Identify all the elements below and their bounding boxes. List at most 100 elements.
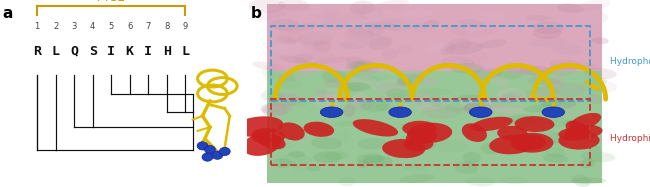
Ellipse shape xyxy=(587,94,603,104)
Ellipse shape xyxy=(372,79,410,93)
Ellipse shape xyxy=(564,125,603,139)
Ellipse shape xyxy=(591,77,607,85)
Ellipse shape xyxy=(360,99,390,112)
Ellipse shape xyxy=(271,65,304,73)
Ellipse shape xyxy=(480,142,503,154)
Ellipse shape xyxy=(285,26,304,33)
Ellipse shape xyxy=(560,120,575,126)
Ellipse shape xyxy=(450,24,468,37)
Ellipse shape xyxy=(542,62,563,76)
Ellipse shape xyxy=(534,131,562,141)
Ellipse shape xyxy=(309,121,328,132)
Ellipse shape xyxy=(346,56,367,69)
Ellipse shape xyxy=(279,56,309,64)
Ellipse shape xyxy=(278,79,304,89)
Ellipse shape xyxy=(376,157,393,163)
Ellipse shape xyxy=(587,145,601,152)
Ellipse shape xyxy=(252,128,285,145)
Ellipse shape xyxy=(465,177,495,186)
Ellipse shape xyxy=(278,69,315,80)
Ellipse shape xyxy=(353,119,398,137)
Ellipse shape xyxy=(572,175,590,187)
Ellipse shape xyxy=(558,131,600,150)
Text: H: H xyxy=(162,45,171,58)
Text: L: L xyxy=(51,45,60,58)
Ellipse shape xyxy=(402,165,426,171)
Circle shape xyxy=(389,107,411,117)
Ellipse shape xyxy=(429,95,443,107)
Ellipse shape xyxy=(554,83,585,97)
Text: 7: 7 xyxy=(146,22,151,31)
Ellipse shape xyxy=(324,78,349,87)
Ellipse shape xyxy=(471,102,505,112)
Ellipse shape xyxy=(268,93,301,107)
Ellipse shape xyxy=(541,98,577,109)
Ellipse shape xyxy=(261,90,283,102)
Text: L: L xyxy=(181,45,189,58)
Ellipse shape xyxy=(252,11,287,21)
Ellipse shape xyxy=(346,61,367,72)
Ellipse shape xyxy=(507,115,540,125)
Ellipse shape xyxy=(519,117,546,128)
Ellipse shape xyxy=(270,19,300,31)
Text: b: b xyxy=(251,6,262,21)
Ellipse shape xyxy=(312,57,350,64)
Ellipse shape xyxy=(533,21,564,34)
Ellipse shape xyxy=(365,11,383,22)
Ellipse shape xyxy=(412,93,431,106)
Bar xyxy=(271,26,590,101)
Ellipse shape xyxy=(292,166,304,172)
Ellipse shape xyxy=(422,140,437,150)
Ellipse shape xyxy=(402,98,440,111)
Ellipse shape xyxy=(378,82,399,93)
Ellipse shape xyxy=(471,117,513,131)
Ellipse shape xyxy=(510,133,553,153)
Ellipse shape xyxy=(322,18,347,31)
Ellipse shape xyxy=(463,152,481,164)
Ellipse shape xyxy=(571,177,606,184)
Ellipse shape xyxy=(497,88,526,102)
Ellipse shape xyxy=(363,153,382,165)
Ellipse shape xyxy=(407,123,452,143)
Ellipse shape xyxy=(549,117,568,128)
Ellipse shape xyxy=(270,43,303,54)
Ellipse shape xyxy=(337,42,363,49)
Text: 9: 9 xyxy=(183,22,188,31)
Text: 2: 2 xyxy=(53,22,58,31)
Text: Hydrophobic groove: Hydrophobic groove xyxy=(610,57,650,66)
Ellipse shape xyxy=(533,27,562,39)
Ellipse shape xyxy=(356,6,383,19)
Ellipse shape xyxy=(345,29,375,40)
Ellipse shape xyxy=(519,66,552,76)
Ellipse shape xyxy=(450,63,484,74)
Ellipse shape xyxy=(404,137,434,151)
Ellipse shape xyxy=(463,101,491,115)
Ellipse shape xyxy=(445,103,463,112)
Ellipse shape xyxy=(506,63,532,76)
Ellipse shape xyxy=(396,45,413,54)
Ellipse shape xyxy=(436,140,469,152)
Ellipse shape xyxy=(524,90,562,102)
Ellipse shape xyxy=(233,116,283,137)
Ellipse shape xyxy=(528,36,567,47)
Ellipse shape xyxy=(505,68,540,76)
Text: R: R xyxy=(33,45,41,58)
Ellipse shape xyxy=(415,77,439,86)
Ellipse shape xyxy=(515,116,554,132)
Ellipse shape xyxy=(368,24,384,37)
Bar xyxy=(271,99,590,165)
Ellipse shape xyxy=(311,137,342,149)
Ellipse shape xyxy=(454,161,478,174)
Ellipse shape xyxy=(358,138,387,149)
Ellipse shape xyxy=(495,67,523,79)
Ellipse shape xyxy=(313,94,345,107)
Ellipse shape xyxy=(493,101,520,114)
Circle shape xyxy=(542,107,565,117)
Ellipse shape xyxy=(285,99,307,107)
Ellipse shape xyxy=(458,49,480,57)
Ellipse shape xyxy=(278,29,302,42)
Ellipse shape xyxy=(549,75,566,88)
Ellipse shape xyxy=(546,132,571,144)
Bar xyxy=(267,71,602,183)
Ellipse shape xyxy=(369,37,393,50)
